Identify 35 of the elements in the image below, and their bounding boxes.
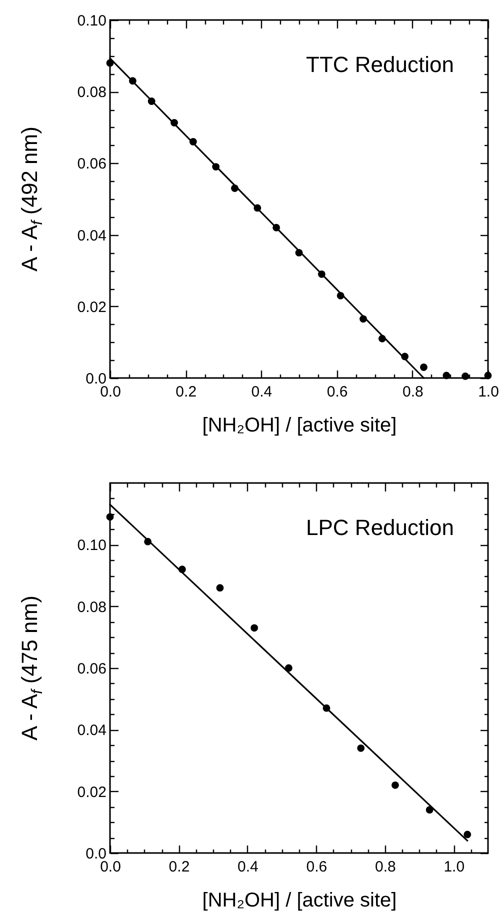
x-tick-label: 0.6 — [326, 384, 348, 400]
point — [484, 372, 492, 380]
x-tick-label: 0.2 — [168, 858, 190, 876]
x-tick-label: 0.4 — [238, 858, 258, 876]
point — [392, 781, 399, 789]
point — [106, 513, 114, 521]
annotation: LPC Reduction — [306, 515, 454, 540]
y-tick-label: 0.04 — [77, 227, 106, 244]
point — [250, 624, 258, 632]
y-tick-label: 0.04 — [77, 722, 106, 740]
y-tick-label: 0.02 — [77, 784, 106, 801]
x-tick-label: 0.8 — [402, 384, 424, 400]
x-tick-label: 0.6 — [306, 858, 328, 876]
point — [216, 584, 224, 592]
point — [462, 372, 470, 380]
point — [442, 372, 450, 380]
annotation: TTC Reduction — [306, 52, 454, 77]
point — [420, 364, 428, 371]
y-tick-label: 0.08 — [77, 598, 106, 616]
y-tick-label: 0.02 — [77, 298, 106, 316]
y-tick-label: 0.10 — [77, 12, 106, 30]
x-tick-label: 0.2 — [176, 384, 197, 400]
x-tick-label: 0.8 — [374, 858, 396, 876]
x-tick-label: 0.4 — [251, 384, 272, 400]
y-tick-label: 0.10 — [77, 537, 106, 554]
y-tick-label: 0.06 — [77, 156, 106, 173]
point — [464, 830, 472, 838]
x-axis-title: [NH₂OH] / [active site] — [202, 890, 397, 912]
point — [357, 744, 365, 752]
point — [426, 806, 434, 814]
x-tick-label: 1.0 — [444, 858, 465, 876]
y-tick-label: 0.06 — [77, 660, 106, 678]
x-axis-title: [NH₂OH] / [active site] — [202, 414, 397, 436]
x-tick-label: 1.0 — [478, 384, 499, 400]
y-tick-label: 0.08 — [77, 84, 106, 102]
